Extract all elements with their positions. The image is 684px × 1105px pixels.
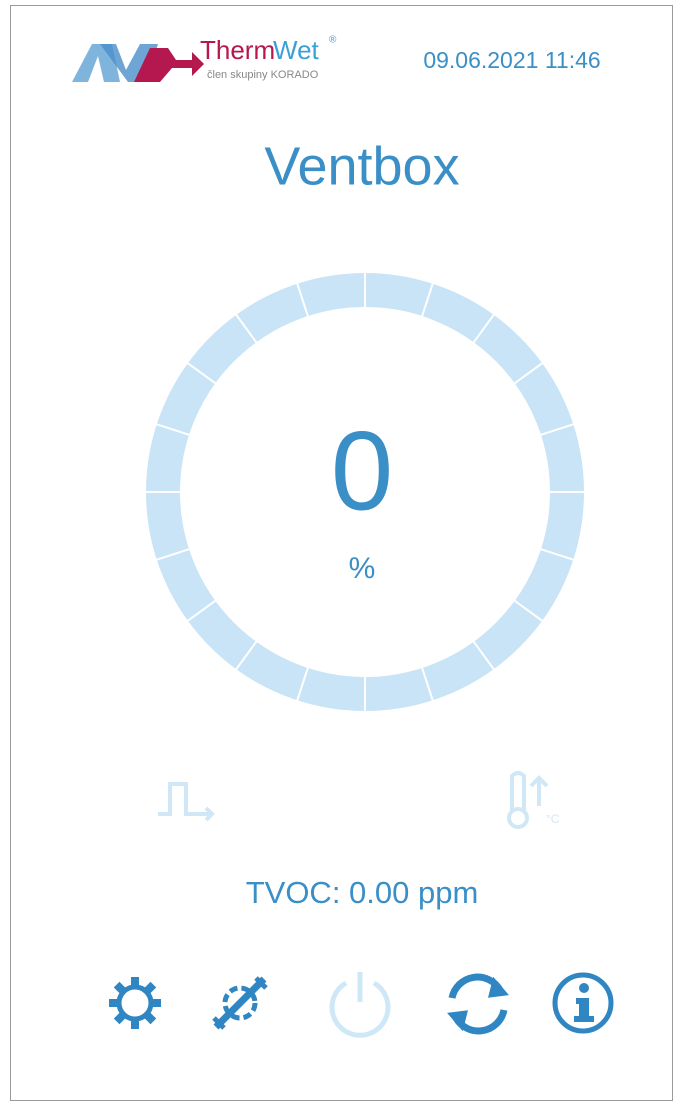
brand-secondary: Wet [273, 35, 320, 65]
title: Ventbox [264, 136, 459, 196]
gauge-separator [295, 665, 310, 703]
settings-button[interactable] [109, 977, 161, 1029]
temperature-unit: °C [546, 812, 560, 826]
gear-tooth [113, 1011, 127, 1025]
gauge-separator [234, 639, 259, 672]
brand-primary: Therm [200, 35, 275, 65]
power-button[interactable] [329, 972, 391, 1038]
gauge-separator [538, 422, 576, 437]
sensor-reading: TVOC: 0.00 ppm [246, 875, 479, 910]
gauge-separator [154, 547, 192, 562]
gauge-separator [471, 639, 496, 672]
gauge-separator [420, 281, 435, 319]
gauge-separator [538, 547, 576, 562]
thermometer-icon: °C [507, 771, 560, 829]
gauge-separator [295, 281, 310, 319]
gauge-separator [471, 312, 496, 345]
gauge-separator [512, 361, 545, 386]
logo: Therm Wet ® člen skupiny KORADO [72, 35, 337, 82]
gauge-separator [512, 598, 545, 623]
gear-tooth [113, 981, 127, 995]
gauge-separator [185, 361, 218, 386]
datetime: 09.06.2021 11:46 [423, 47, 600, 73]
brand-tagline: člen skupiny KORADO [207, 69, 319, 81]
gauge-value: 0 [331, 409, 393, 534]
gauge-separator [185, 598, 218, 623]
info-button[interactable] [552, 972, 614, 1034]
gauge [144, 271, 586, 713]
brand-mark: ® [329, 35, 337, 46]
gauge-unit: % [349, 552, 376, 585]
gauge-separator [234, 312, 259, 345]
refresh-button[interactable] [447, 973, 509, 1035]
gauge-separator [154, 422, 192, 437]
gear-tooth [143, 1011, 157, 1025]
pulse-icon [158, 782, 215, 822]
gear-tooth [143, 981, 157, 995]
gauge-separator [420, 665, 435, 703]
service-button[interactable] [212, 976, 268, 1030]
